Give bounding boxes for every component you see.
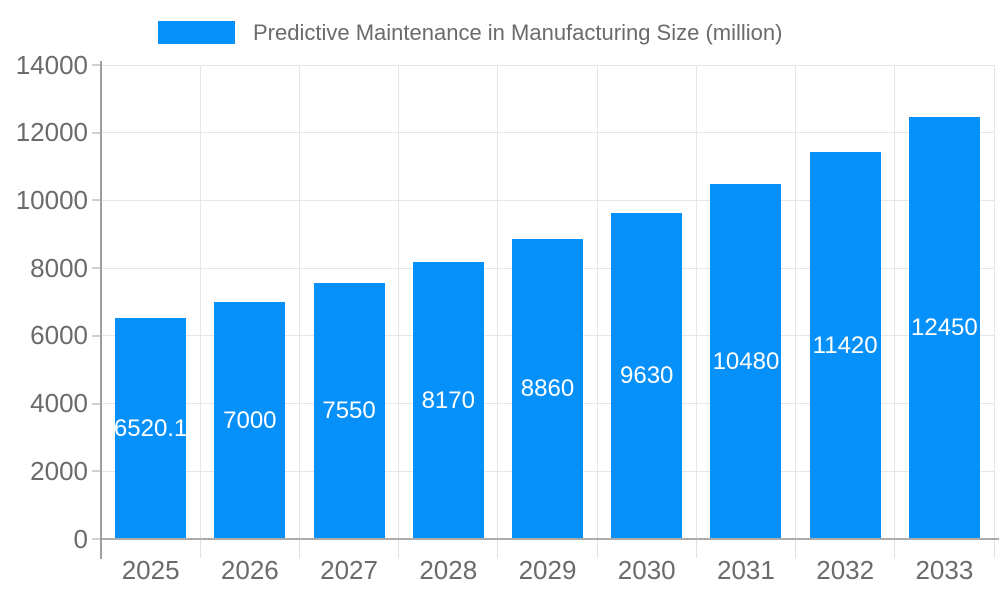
bar-value-label: 6520.1 [113, 414, 188, 442]
bar-value-label: 10480 [712, 347, 780, 375]
x-axis-tick [497, 540, 499, 558]
x-axis-label: 2033 [915, 555, 974, 585]
x-axis-tick [993, 540, 995, 558]
x-gridline [497, 65, 499, 539]
bar-2032[interactable] [809, 152, 881, 539]
y-axis-label: 0 [73, 523, 88, 554]
x-gridline [795, 65, 797, 539]
bar-value-label: 11420 [812, 331, 878, 359]
bar-value-label: 12450 [911, 314, 978, 342]
bar-value-label: 9630 [620, 361, 674, 389]
x-gridline [199, 65, 201, 539]
bar-2026[interactable] [214, 302, 286, 539]
y-axis-tick [92, 199, 101, 202]
x-axis-line [101, 538, 999, 540]
bar-2029[interactable] [512, 239, 583, 539]
x-axis-label: 2029 [518, 555, 577, 585]
chart-title: Predictive Maintenance in Manufacturing … [253, 19, 783, 45]
bar-2031[interactable] [710, 184, 782, 539]
x-axis-label: 2031 [717, 555, 775, 585]
bar-value-label: 7000 [223, 406, 277, 434]
y-axis-label: 14000 [15, 49, 88, 80]
y-axis-tick [92, 470, 101, 473]
y-axis-tick [92, 131, 101, 134]
x-gridline [298, 65, 300, 539]
x-axis-label: 2026 [220, 555, 279, 585]
bar-value-label: 7550 [322, 397, 376, 425]
x-axis-label: 2032 [816, 555, 875, 585]
x-axis-label: 2028 [419, 555, 478, 585]
y-axis-tick [92, 267, 101, 270]
y-axis-tick [92, 334, 101, 337]
x-axis-tick [695, 540, 697, 558]
x-gridline [993, 65, 995, 539]
y-gridline [101, 199, 994, 201]
x-axis-label: 2025 [121, 555, 180, 585]
bar-2033[interactable] [908, 117, 980, 539]
x-axis-tick [298, 540, 300, 558]
legend-swatch [158, 20, 235, 44]
y-axis-label: 8000 [30, 252, 88, 283]
y-gridline [101, 132, 994, 134]
bar-value-label: 8170 [421, 386, 475, 414]
x-axis-tick [199, 540, 201, 558]
x-axis-label: 2030 [617, 555, 676, 585]
x-gridline [596, 65, 598, 539]
bar-2030[interactable] [611, 212, 683, 539]
x-axis-label: 2027 [320, 555, 378, 585]
y-axis-tick [92, 538, 101, 540]
bar-2028[interactable] [412, 262, 484, 539]
x-axis-tick [795, 540, 797, 558]
y-axis-label: 6000 [30, 320, 88, 351]
bar-2027[interactable] [313, 283, 385, 539]
bar-value-label: 8860 [520, 375, 575, 402]
x-gridline [398, 65, 400, 539]
bar-2025[interactable] [115, 318, 187, 539]
x-axis-tick [398, 540, 400, 558]
y-axis-line [100, 61, 102, 559]
x-gridline [894, 65, 896, 539]
y-gridline [101, 64, 994, 66]
y-axis-label: 4000 [30, 388, 88, 419]
legend[interactable]: Predictive Maintenance in Manufacturing … [158, 18, 782, 46]
y-axis-label: 10000 [15, 184, 88, 215]
y-axis-label: 2000 [30, 455, 88, 486]
x-gridline [695, 65, 697, 539]
y-axis-label: 12000 [15, 117, 88, 148]
x-axis-tick [894, 540, 896, 558]
y-axis-tick [92, 402, 101, 405]
y-axis-tick [92, 64, 101, 66]
x-axis-tick [596, 540, 598, 558]
